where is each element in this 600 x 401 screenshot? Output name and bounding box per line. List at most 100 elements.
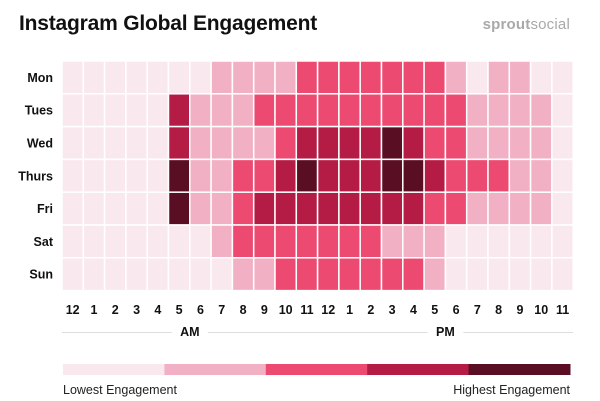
heatmap-cell: [82, 125, 106, 161]
heatmap-cell: [508, 224, 532, 259]
heatmap-cell: [423, 125, 447, 161]
heatmap-cell: [316, 257, 340, 292]
heatmap-cell: [551, 158, 574, 193]
heatmap-cell: [465, 93, 489, 128]
heatmap-cell: [508, 93, 532, 128]
heatmap-cell: [359, 60, 383, 95]
heatmap-cell: [167, 158, 191, 193]
legend-labels: Lowest Engagement Highest Engagement: [63, 383, 570, 399]
heatmap-cell: [125, 257, 148, 292]
heatmap-cell: [167, 93, 191, 128]
heatmap-cell: [295, 224, 319, 259]
legend-swatch: [367, 364, 470, 375]
hour-label: 1: [90, 303, 97, 317]
heatmap-cell: [61, 158, 85, 193]
legend-swatch: [468, 364, 571, 375]
heatmap-cell: [146, 60, 170, 95]
heatmap-cell: [380, 60, 404, 95]
heatmap-cell: [316, 191, 340, 226]
sproutsocial-logo: sproutsocial: [483, 16, 570, 33]
heatmap-cell: [465, 191, 489, 226]
heatmap-cell: [61, 191, 85, 226]
hour-label: 4: [154, 303, 161, 317]
heatmap-cell: [82, 224, 106, 259]
heatmap-cell: [189, 257, 212, 292]
heatmap-cell: [402, 257, 425, 292]
heatmap-cell: [338, 158, 361, 193]
heatmap-cell: [551, 125, 574, 161]
heatmap-cell: [61, 224, 85, 259]
hour-label: 4: [410, 303, 417, 317]
heatmap-cell: [551, 60, 574, 95]
heatmap-cell: [402, 60, 425, 95]
heatmap-cell: [359, 125, 383, 161]
heatmap-cell: [231, 93, 255, 128]
heatmap-cell: [465, 224, 489, 259]
heatmap-cell: [210, 257, 234, 292]
heatmap-cell: [274, 158, 298, 193]
heatmap-cell: [402, 158, 425, 193]
heatmap-cell: [210, 158, 234, 193]
hour-label: 1: [346, 303, 353, 317]
heatmap-cell: [465, 125, 489, 161]
heatmap-cell: [529, 60, 553, 95]
heatmap-cell: [103, 125, 127, 161]
heatmap-cell: [210, 125, 234, 161]
heatmap-cell: [125, 60, 148, 95]
heatmap-cell: [444, 158, 468, 193]
heatmap-cell: [274, 257, 298, 292]
heatmap-cell: [103, 93, 127, 128]
heatmap-cell: [274, 125, 298, 161]
heatmap-cell: [210, 224, 234, 259]
heatmap-cell: [380, 125, 404, 161]
heatmap-cell: [252, 93, 276, 128]
heatmap-cell: [380, 93, 404, 128]
heatmap-cell: [146, 158, 170, 193]
hour-label: 6: [197, 303, 204, 317]
heatmap-cell: [338, 60, 361, 95]
heatmap-cell: [338, 224, 361, 259]
heatmap-cell: [380, 191, 404, 226]
period-label-bg: [427, 325, 464, 340]
heatmap-cell: [444, 224, 468, 259]
hour-label: 10: [534, 303, 548, 317]
heatmap-cell: [423, 158, 447, 193]
heatmap-cell: [252, 224, 276, 259]
heatmap-cell: [103, 257, 127, 292]
day-label: Mon: [27, 71, 53, 85]
hour-label: 5: [176, 303, 183, 317]
hour-label: 5: [431, 303, 438, 317]
hour-label: 11: [300, 303, 313, 317]
heatmap-cell: [402, 93, 425, 128]
heatmap-cell: [359, 257, 383, 292]
hour-label: 6: [453, 303, 460, 317]
chart-title: Instagram Global Engagement: [19, 12, 317, 35]
day-label: Thurs: [18, 169, 53, 183]
heatmap-cell: [359, 93, 383, 128]
hour-label: 2: [367, 303, 374, 317]
heatmap-cell: [125, 191, 148, 226]
heatmap-cell: [444, 60, 468, 95]
day-label: Tues: [25, 104, 53, 118]
heatmap-cell: [316, 60, 340, 95]
heatmap-cell: [61, 93, 85, 128]
heatmap-cell: [338, 191, 361, 226]
day-label: Wed: [27, 137, 53, 151]
heatmap-cell: [295, 60, 319, 95]
legend-swatch: [265, 364, 368, 375]
hour-label: 7: [218, 303, 225, 317]
heatmap-cell: [444, 191, 468, 226]
heatmap-cell: [252, 191, 276, 226]
heatmap-cell: [487, 224, 511, 259]
heatmap-cell: [402, 125, 425, 161]
heatmap-cell: [189, 125, 212, 161]
heatmap-cell: [359, 224, 383, 259]
hour-label: 7: [474, 303, 481, 317]
heatmap-cell: [252, 158, 276, 193]
heatmap-cell: [82, 93, 106, 128]
heatmap-cell: [125, 125, 148, 161]
heatmap-cell: [529, 158, 553, 193]
heatmap-cell: [487, 125, 511, 161]
heatmap-cell: [551, 257, 574, 292]
heatmap-cell: [423, 257, 447, 292]
